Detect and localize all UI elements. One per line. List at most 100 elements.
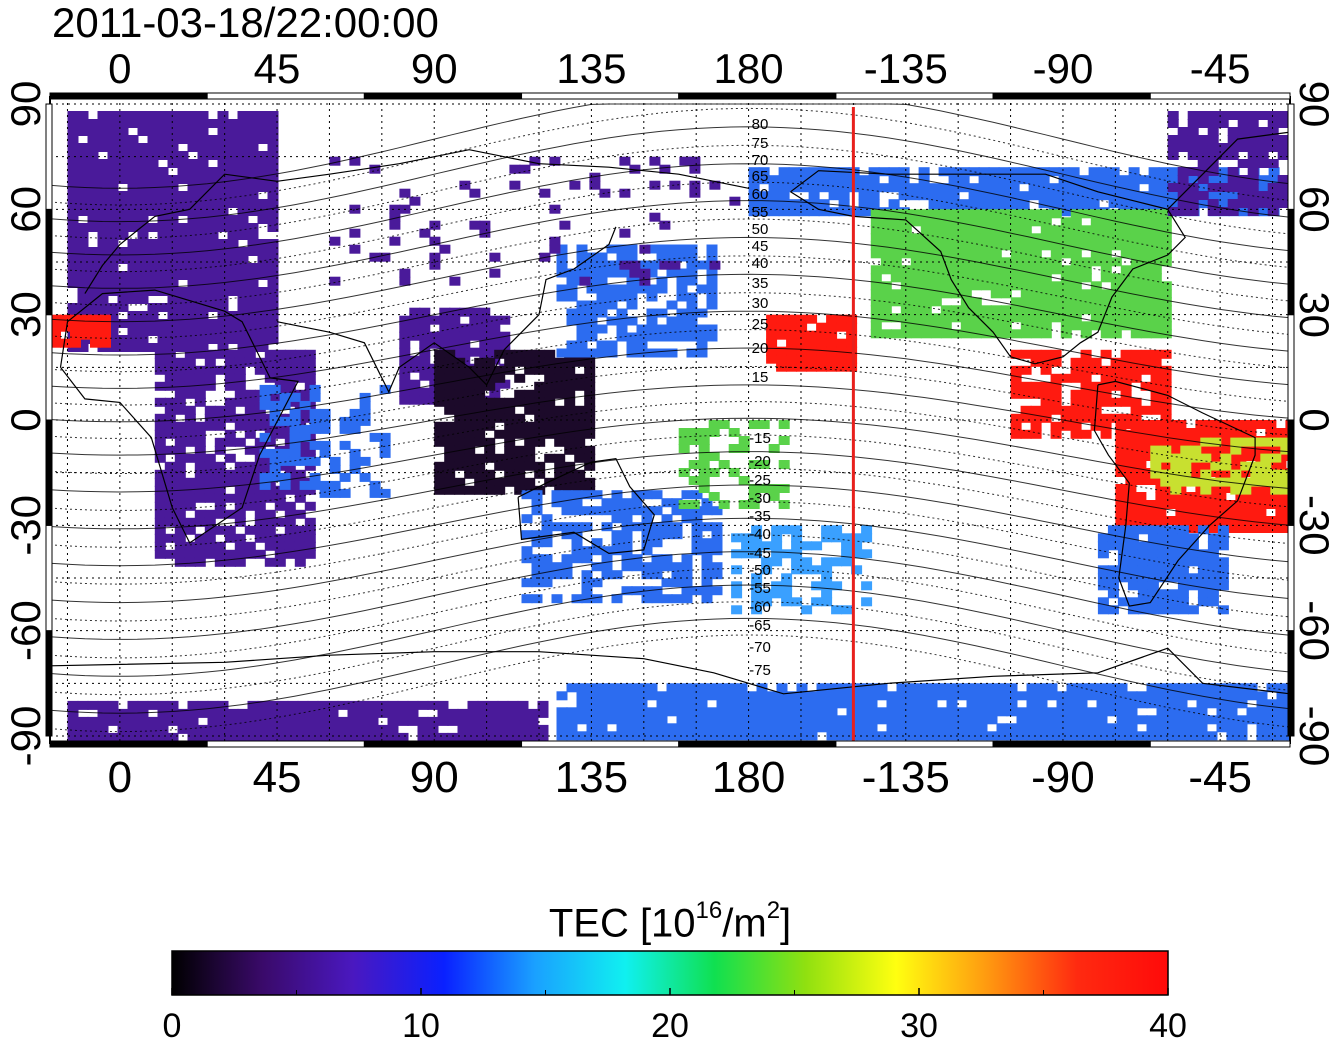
mag-lat-label-24: -65 — [749, 617, 771, 634]
colorbar-title-main: TEC [10 — [548, 901, 696, 946]
lon-tick-bottom-0: 0 — [108, 753, 132, 802]
mag-lat-label-10: 30 — [752, 295, 769, 312]
mag-lat-label-17: -30 — [749, 490, 771, 507]
map-grid — [50, 97, 1290, 743]
coast-antarctica — [49, 647, 1291, 695]
mag-lat-label-13: 15 — [752, 369, 769, 386]
mag-lat-label-19: -40 — [749, 526, 771, 543]
bottom-longitude-labels: 0 45 90 135 180 -135 -90 -45 — [108, 753, 1252, 802]
tec-pacific-hotspot — [766, 314, 858, 372]
right-latitude-labels: 90 60 30 0 -30 -60 -90 — [1291, 81, 1338, 767]
colorbar-tick-1: 10 — [402, 1007, 440, 1042]
mag-lat-label-26: -75 — [749, 662, 771, 679]
lon-tick-top-7: -45 — [1190, 45, 1251, 92]
colorbar-title-unit: /m — [722, 901, 767, 946]
colorbar-title-exponent: 16 — [695, 897, 723, 924]
coast-australia — [517, 457, 655, 555]
lat-tick-right-0: 90 — [1291, 81, 1338, 128]
lon-tick-bottom-6: -90 — [1031, 753, 1095, 802]
lon-tick-top-2: 90 — [411, 45, 458, 92]
mag-lat-label-18: -35 — [749, 508, 771, 525]
mag-lat-label-7: 45 — [752, 238, 769, 255]
tec-field-layer — [50, 111, 1290, 742]
mag-lat-label-3: 65 — [752, 168, 769, 185]
colorbar-tick-3: 30 — [900, 1007, 938, 1042]
frame-tick-bars — [45, 92, 1295, 748]
mag-lat-label-21: -50 — [749, 562, 771, 579]
timestamp-title: 2011-03-18/22:00:00 — [52, 0, 439, 46]
tec-north-america — [870, 209, 1172, 339]
coast-africa — [59, 289, 299, 544]
colorbar-tick-0: 0 — [163, 1007, 182, 1042]
top-longitude-labels: 0 45 90 135 180 -135 -90 -45 — [108, 45, 1250, 92]
lat-tick-right-4: -30 — [1291, 495, 1338, 556]
lat-tick-right-1: 60 — [1291, 186, 1338, 233]
lat-tick-right-3: 0 — [1291, 408, 1338, 431]
tec-colorbar: 0 10 20 30 40 — [163, 950, 1187, 1042]
lat-tick-left-5: -60 — [2, 600, 49, 661]
lon-tick-top-4: 180 — [714, 45, 784, 92]
lat-tick-left-6: -90 — [2, 706, 49, 767]
lon-tick-bottom-7: -45 — [1188, 753, 1252, 802]
colorbar-title-end: ] — [780, 901, 792, 946]
coast-south-asia — [276, 226, 617, 394]
colorbar-gradient — [171, 950, 1169, 996]
tec-indonesia-dark — [434, 349, 596, 495]
lat-tick-left-2: 30 — [2, 291, 49, 338]
tec-antarctic-strip — [556, 683, 1290, 741]
lon-tick-top-6: -90 — [1033, 45, 1094, 92]
mag-lat-label-6: 50 — [752, 221, 769, 238]
mag-lat-label-5: 55 — [752, 204, 769, 221]
lat-tick-left-0: 90 — [2, 81, 49, 128]
colorbar-ticks: 0 10 20 30 40 — [163, 988, 1187, 1042]
mag-lat-label-0: 80 — [752, 116, 769, 133]
mag-lat-label-25: -70 — [749, 639, 771, 656]
lat-tick-left-4: -30 — [2, 495, 49, 556]
lat-tick-left-3: 0 — [2, 408, 49, 431]
coast-north-america — [790, 170, 1186, 365]
colorbar-title-unit-exponent: 2 — [766, 897, 781, 924]
lon-tick-top-0: 0 — [108, 45, 131, 92]
lon-tick-top-5: -135 — [864, 45, 948, 92]
magnetic-latitude-contours — [49, 103, 1291, 733]
tec-pacific-green — [678, 420, 790, 509]
mag-lat-label-23: -60 — [749, 599, 771, 616]
mag-lat-label-11: 25 — [752, 316, 769, 333]
lon-tick-bottom-4: 180 — [712, 753, 785, 802]
mag-lat-label-2: 70 — [752, 152, 769, 169]
mag-lat-label-9: 35 — [752, 275, 769, 292]
tec-tasman — [731, 525, 873, 615]
coast-south-america — [1093, 380, 1256, 607]
lon-tick-top-1: 45 — [254, 45, 301, 92]
mag-lat-label-22: -55 — [749, 580, 771, 597]
coast-greenland — [1167, 131, 1291, 210]
colorbar-title: TEC [1016/m2] — [0, 893, 1340, 945]
coast-eurasia-north — [84, 149, 749, 294]
mag-lat-label-4: 60 — [752, 186, 769, 203]
mag-lat-label-8: 40 — [752, 255, 769, 272]
colorbar-tick-4: 40 — [1149, 1007, 1187, 1042]
tec-greenland — [1167, 111, 1290, 216]
world-tec-map: 0 45 90 135 180 -135 -90 -45 0 45 90 135 180 -135 -90… — [2, 45, 1338, 802]
coastlines — [49, 131, 1291, 695]
mag-lat-label-15: -20 — [749, 453, 771, 470]
tec-hotspot-atlantic — [50, 314, 111, 348]
lon-tick-top-3: 135 — [556, 45, 626, 92]
lat-tick-right-6: -90 — [1291, 706, 1338, 767]
tec-australia — [521, 490, 723, 604]
lat-tick-right-2: 30 — [1291, 291, 1338, 338]
tec-antarctic-west — [67, 700, 549, 742]
left-latitude-labels: 90 60 30 0 -30 -60 -90 — [2, 81, 49, 767]
lon-tick-bottom-1: 45 — [253, 753, 302, 802]
lon-tick-bottom-5: -135 — [862, 753, 950, 802]
lon-tick-bottom-2: 90 — [410, 753, 459, 802]
lat-tick-right-5: -60 — [1291, 600, 1338, 661]
colorbar-tick-2: 20 — [651, 1007, 689, 1042]
mag-lat-label-20: -45 — [749, 545, 771, 562]
tec-patagonia — [1097, 525, 1229, 615]
mag-lat-label-1: 75 — [752, 135, 769, 152]
lat-tick-left-1: 60 — [2, 186, 49, 233]
mag-lat-label-16: -25 — [749, 472, 771, 489]
